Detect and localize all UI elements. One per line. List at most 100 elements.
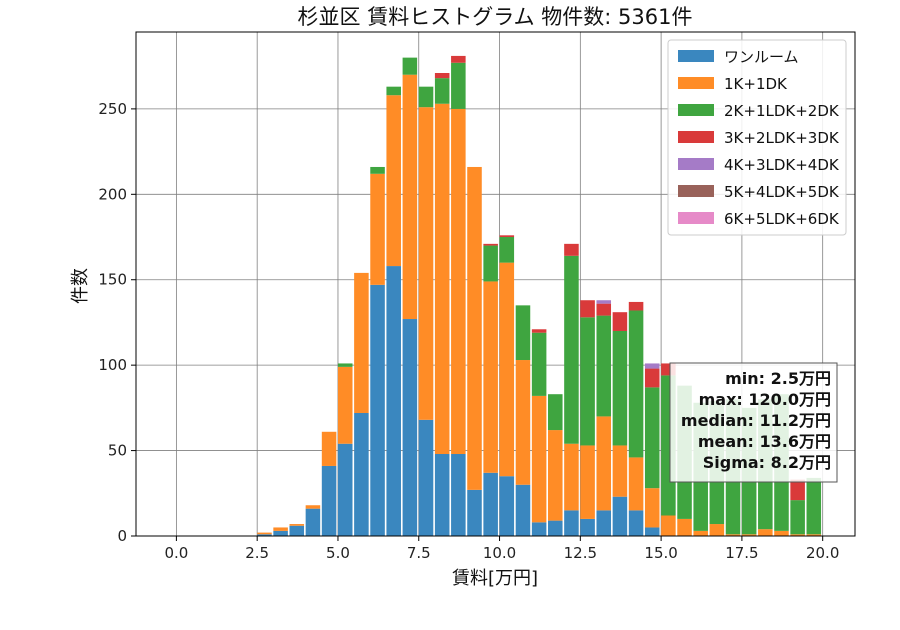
- bar-segment: [580, 300, 595, 318]
- legend: ワンルーム 1K+1DK 2K+1LDK+2DK 3K+2LDK+3DK 4K+3LDK…: [667, 39, 847, 236]
- bar-segment: [580, 518, 595, 536]
- legend-swatch: [678, 185, 714, 197]
- x-axis-title: 賃料[万円]: [452, 568, 538, 589]
- bar-segment: [515, 360, 531, 485]
- bar-segment: [370, 284, 385, 536]
- legend-swatch: [678, 50, 714, 62]
- bar-segment: [402, 74, 418, 320]
- y-tick-label: 50: [108, 442, 127, 460]
- bar-segment: [451, 62, 466, 109]
- bar-segment: [418, 86, 434, 108]
- bar-segment: [628, 310, 644, 458]
- bar-segment: [434, 453, 450, 536]
- bar-segment: [644, 488, 660, 528]
- bar-segment: [612, 496, 628, 536]
- bar-segment: [483, 245, 498, 282]
- legend-swatch: [678, 104, 714, 116]
- bar-segment: [499, 262, 515, 477]
- bar-segment: [451, 108, 466, 454]
- bar-segment: [677, 518, 692, 536]
- x-tick-label: 20.0: [806, 544, 839, 562]
- bar-segment: [321, 465, 337, 536]
- bar-segment: [531, 522, 547, 536]
- bar-segment: [483, 243, 498, 246]
- bar-segment: [758, 529, 773, 536]
- y-tick-label: 150: [98, 271, 127, 289]
- x-tick-label: 2.5: [245, 544, 269, 562]
- legend-label: 6K+5LDK+6DK: [724, 210, 840, 228]
- bar-segment: [386, 266, 401, 536]
- bar-segment: [806, 477, 822, 535]
- y-tick-label: 250: [98, 100, 127, 118]
- plot-frame: [135, 31, 856, 537]
- bar-segment: [596, 510, 612, 536]
- bar-segment: [612, 312, 628, 331]
- bar-segment: [273, 530, 288, 536]
- bar-segment: [467, 489, 482, 536]
- bar-segment: [644, 387, 660, 489]
- bar-segment: [661, 515, 676, 536]
- bar-segment: [693, 530, 708, 536]
- bar-segment: [596, 315, 612, 417]
- chart-title: 杉並区 賃料ヒストグラム 物件数: 5361件: [298, 5, 693, 29]
- bar-segment: [418, 107, 434, 420]
- legend-swatch: [678, 131, 714, 143]
- stats-line: Sigma: 8.2万円: [703, 453, 831, 472]
- bar-segment: [548, 430, 563, 521]
- bar-segment: [612, 330, 628, 446]
- bar-segment: [596, 416, 612, 511]
- stats-line: mean: 13.6万円: [698, 432, 831, 451]
- legend-label: 4K+3LDK+4DK: [724, 156, 840, 174]
- bar-segment: [467, 166, 482, 490]
- bar-segment: [402, 319, 418, 536]
- bar-segment: [273, 527, 288, 531]
- y-tick-label: 100: [98, 356, 127, 374]
- legend-label: 3K+2LDK+3DK: [724, 129, 840, 147]
- x-tick-label: 5.0: [326, 544, 350, 562]
- bar-segment: [434, 78, 450, 104]
- bar-segment: [564, 243, 579, 256]
- bar-segment: [483, 472, 498, 536]
- bar-segment: [628, 301, 644, 311]
- bar-segment: [596, 300, 612, 304]
- x-tick-label: 15.0: [644, 544, 677, 562]
- legend-swatch: [678, 158, 714, 170]
- bar-segment: [305, 508, 321, 536]
- bar-segment: [644, 527, 660, 536]
- bar-segment: [451, 55, 466, 63]
- bar-segment: [531, 332, 547, 396]
- legend-label: 5K+4LDK+5DK: [724, 183, 840, 201]
- bar-segment: [644, 363, 660, 369]
- bar-segment: [548, 394, 563, 431]
- bar-segment: [806, 534, 822, 536]
- bar-segment: [499, 476, 515, 536]
- x-tick-label: 7.5: [407, 544, 431, 562]
- bar-segment: [402, 57, 418, 75]
- bar-segment: [337, 363, 353, 367]
- bar-segment: [644, 368, 660, 388]
- bar-segment: [289, 524, 305, 526]
- bar-segment: [548, 520, 563, 536]
- y-tick-label: 200: [98, 185, 127, 203]
- stats-line: min: 2.5万円: [725, 369, 831, 388]
- bar-segment: [386, 95, 401, 267]
- bar-segment: [564, 255, 579, 444]
- stats-box: min: 2.5万円 max: 120.0万円 median: 11.2万円 mean…: [669, 362, 838, 483]
- bar-segment: [564, 443, 579, 511]
- x-tick-label: 12.5: [564, 544, 597, 562]
- bar-segment: [580, 445, 595, 519]
- bar-segment: [499, 237, 515, 263]
- bar-segment: [515, 484, 531, 536]
- bar-segment: [257, 534, 272, 536]
- x-tick-label: 17.5: [725, 544, 758, 562]
- bar-segment: [790, 479, 805, 501]
- bar-segment: [628, 510, 644, 536]
- bar-segment: [483, 281, 498, 473]
- bar-segment: [515, 305, 531, 361]
- bar-segment: [354, 412, 369, 536]
- legend-label: ワンルーム: [724, 48, 799, 66]
- bar-segment: [531, 395, 547, 523]
- bar-segment: [289, 525, 305, 536]
- bar-segment: [337, 366, 353, 444]
